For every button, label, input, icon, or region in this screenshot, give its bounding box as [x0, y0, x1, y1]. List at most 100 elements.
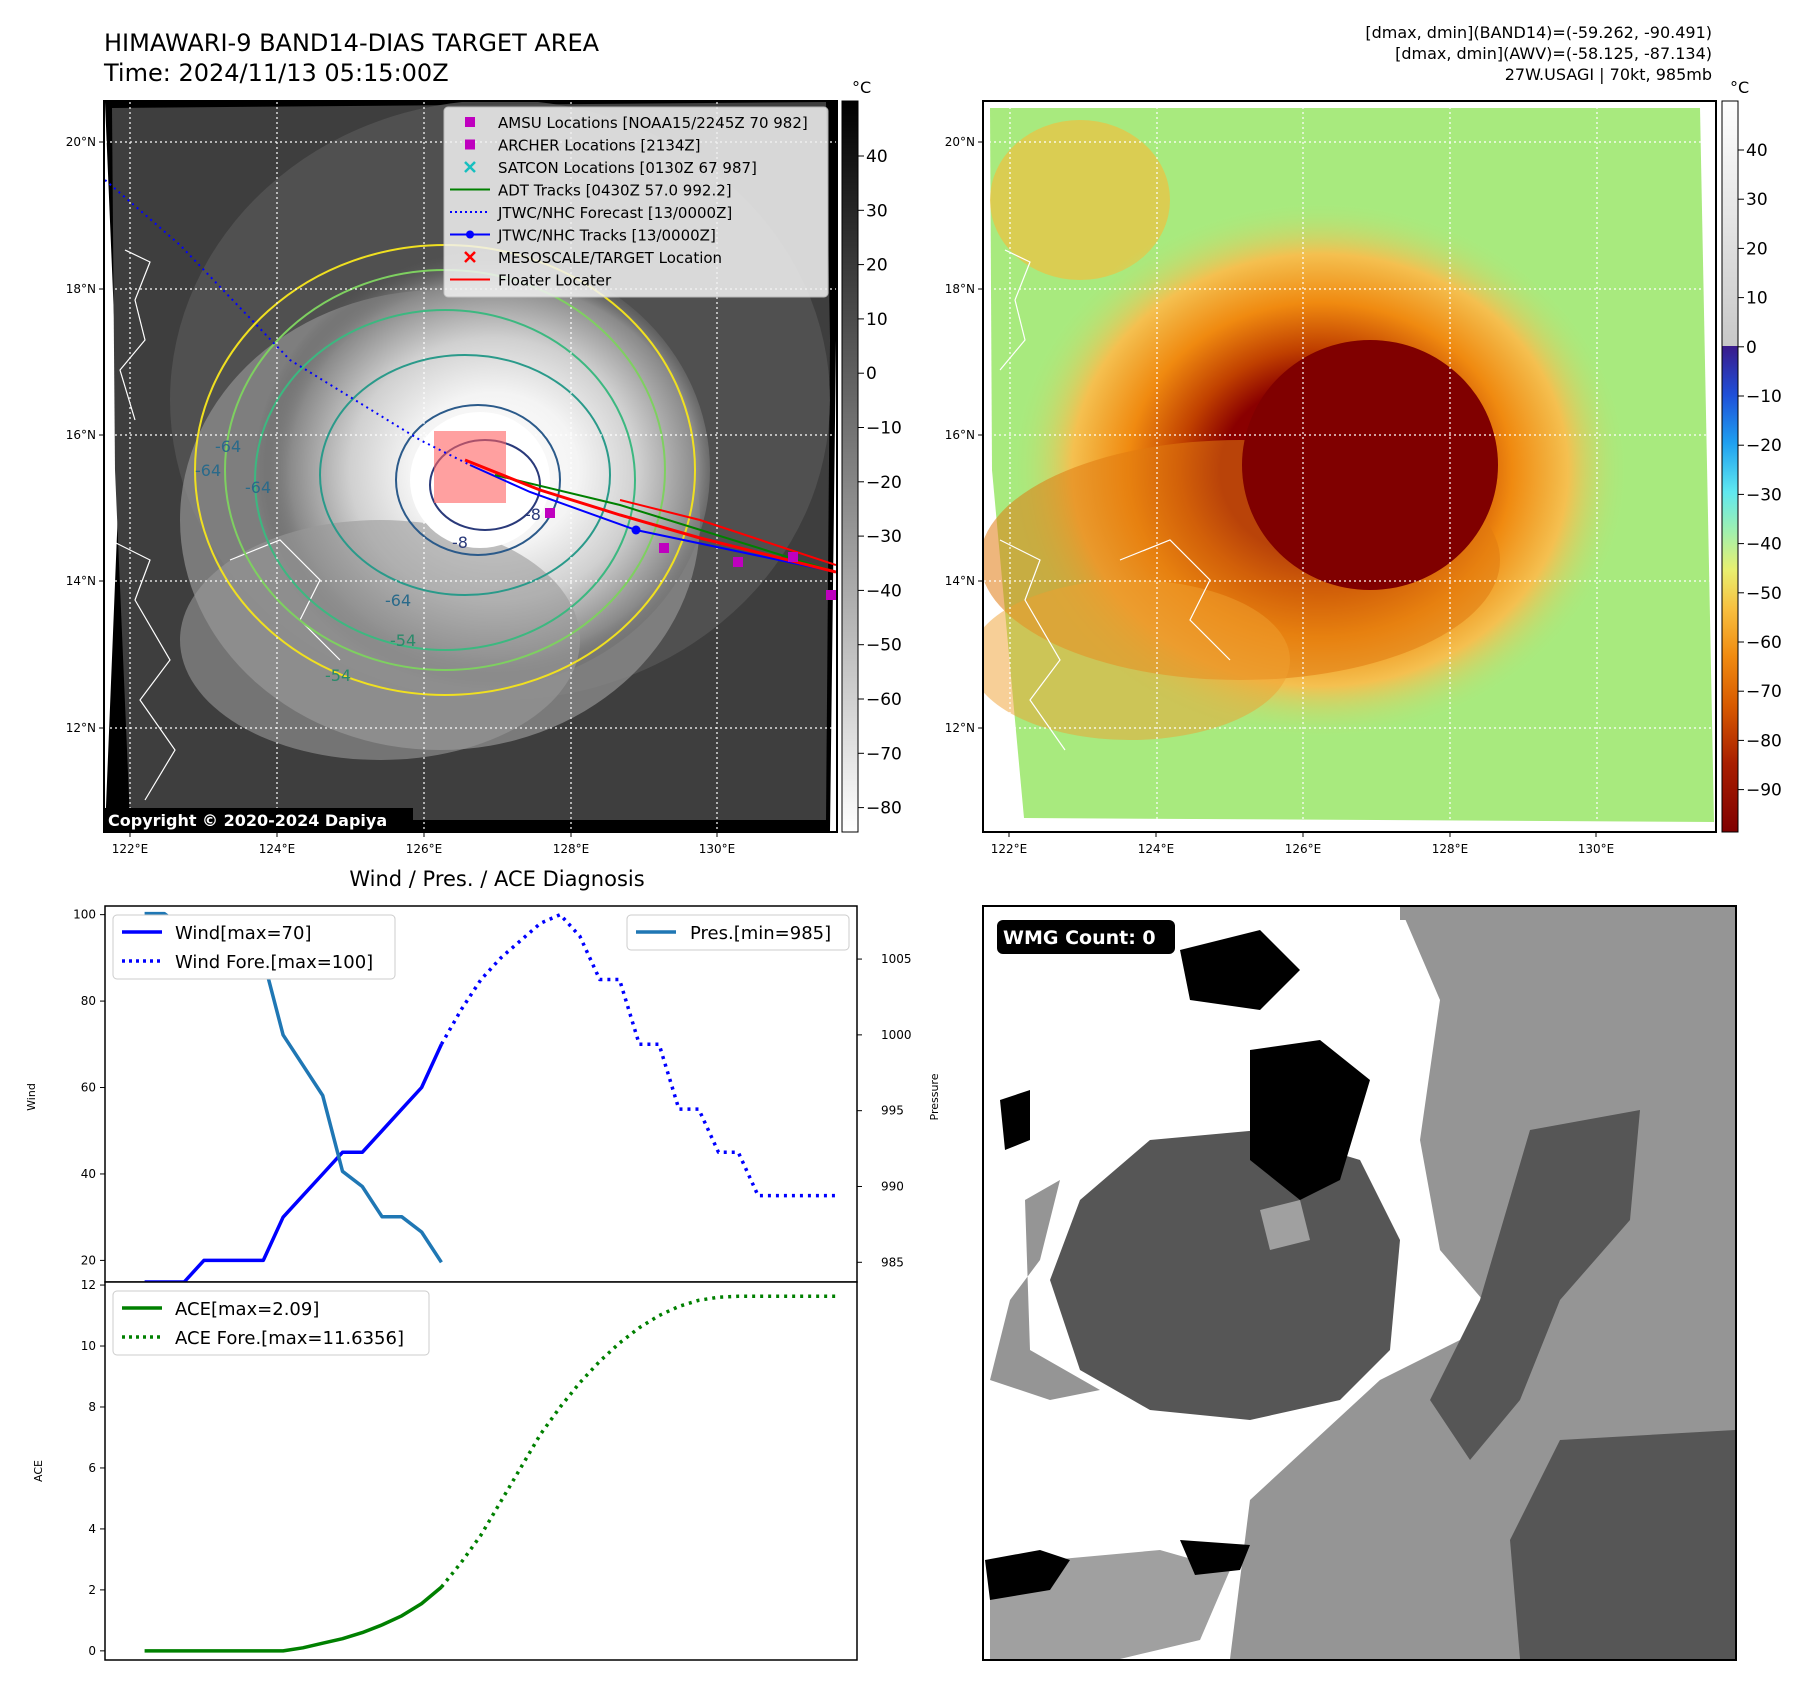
- colorbar-tick-label: 20: [866, 256, 888, 276]
- lon-tick-label: 126°E: [1285, 842, 1322, 856]
- legend-marker-square: [465, 139, 475, 150]
- copyright-text: Copyright © 2020-2024 Dapiya: [108, 811, 387, 830]
- colorbar-tick-label: −10: [866, 419, 902, 439]
- wind-legend: Wind[max=70] Wind Fore.[max=100]: [112, 914, 396, 980]
- colorbar-tick-label: −30: [1746, 485, 1782, 505]
- colorbar-tick-label: 0: [866, 364, 877, 384]
- colorbar-tick-label: 40: [1746, 141, 1768, 161]
- lon-tick-label: 128°E: [1432, 842, 1469, 856]
- lat-tick-label: 18°N: [945, 282, 975, 296]
- lon-tick-label: 124°E: [1138, 842, 1175, 856]
- legend-marker-x: [464, 251, 476, 263]
- ace-axis-label: ACE: [32, 1460, 45, 1482]
- legend-label: JTWC/NHC Tracks [13/0000Z]: [497, 227, 716, 245]
- info-line1: [dmax, dmin](BAND14)=(-59.262, -90.491): [1365, 23, 1712, 42]
- pressure-axis-label: Pressure: [928, 1073, 941, 1120]
- colorbar-tick-label: 30: [1746, 190, 1768, 210]
- legend-marker-square: [465, 117, 475, 127]
- figure-title-line1: HIMAWARI-9 BAND14-DIAS TARGET AREA: [104, 29, 600, 57]
- y-right-tick-label: 1005: [881, 952, 912, 966]
- floater-track: [464, 458, 836, 574]
- contour-label: -8: [525, 505, 541, 524]
- info-line2: [dmax, dmin](AWV)=(-58.125, -87.134): [1395, 44, 1712, 63]
- legend-label: AMSU Locations [NOAA15/2245Z 70 982]: [498, 114, 808, 132]
- copyright-box: [105, 808, 413, 831]
- colorbar-tick-label: −40: [1746, 535, 1782, 555]
- y-tick-label: 60: [81, 1081, 96, 1095]
- ir-axis-ticks: 122°E 124°E 126°E 128°E 130°E 20°N 18°N 16°N 14°…: [66, 135, 736, 856]
- lat-tick-label: 14°N: [66, 574, 96, 588]
- wind-axis-label: Wind: [25, 1083, 38, 1111]
- colorbar-tick-label: 40: [866, 147, 888, 167]
- enhanced-imagery: [984, 102, 1715, 831]
- contour-label: -64: [195, 461, 221, 480]
- lon-tick-label: 130°E: [699, 842, 736, 856]
- jtwc-track-point: [631, 525, 641, 535]
- legend-label-pressure: Pres.[min=985]: [690, 923, 831, 944]
- colorbar-tick-label: −80: [1746, 731, 1782, 751]
- contour-label: -64: [215, 437, 241, 456]
- colorbar-tick-label: −40: [866, 581, 902, 601]
- lon-tick-label: 122°E: [991, 842, 1028, 856]
- legend-label: SATCON Locations [0130Z 67 987]: [498, 159, 757, 177]
- ir-satellite-panel: -64 -64 -64 -64 -54 -54 -8 -8: [103, 100, 838, 833]
- colorbar-tick-label: −60: [866, 690, 902, 710]
- colorbar-tick-label: −90: [1746, 781, 1782, 801]
- lon-tick-label: 130°E: [1578, 842, 1615, 856]
- colorbar-tick-label: −80: [866, 799, 902, 819]
- colorbar-tick-label: −20: [1746, 436, 1782, 456]
- enhanced-axis-ticks: 122°E 124°E 126°E 128°E 130°E 20°N 18°N 16°N 14°…: [945, 135, 1615, 856]
- colorbar-unit-label: °C: [1730, 78, 1749, 97]
- colorbar-tick-label: −70: [1746, 682, 1782, 702]
- colorbar-tick-label: 0: [1746, 338, 1757, 358]
- enhanced-ir-panel: [982, 100, 1717, 833]
- wmg-panel: WMG Count: 0: [982, 905, 1737, 1661]
- forecast-track: [105, 179, 471, 466]
- y-tick-label: 6: [88, 1461, 96, 1475]
- floater-track: [619, 499, 836, 566]
- series-line-0: [144, 1585, 443, 1653]
- lat-tick-label: 18°N: [66, 282, 96, 296]
- y-tick-label: 80: [81, 994, 96, 1008]
- y-right-tick-label: 1000: [881, 1028, 912, 1042]
- lon-tick-label: 124°E: [259, 842, 296, 856]
- legend-label-ace: ACE[max=2.09]: [175, 1299, 319, 1320]
- wmg-count-badge: [997, 920, 1175, 954]
- lon-tick-label: 122°E: [112, 842, 149, 856]
- jtwc-track: [469, 464, 836, 573]
- lat-tick-label: 20°N: [945, 135, 975, 149]
- ir-legend: AMSU Locations [NOAA15/2245Z 70 982] ARCH…: [443, 106, 829, 298]
- contour-label: -8: [452, 533, 468, 552]
- colorbar-tick-label: −20: [866, 473, 902, 493]
- y-tick-label: 4: [88, 1522, 96, 1536]
- y-tick-label: 20: [81, 1253, 96, 1267]
- colorbar-tick-label: −50: [1746, 584, 1782, 604]
- enhanced-gridlines: [984, 102, 1715, 831]
- lat-tick-label: 20°N: [66, 135, 96, 149]
- ace-chart: ACE 0 2 4 6 8 10 12 ACE[max=2.09] ACE Fore.[ma…: [32, 1278, 858, 1661]
- figure-title-line2: Time: 2024/11/13 05:15:00Z: [103, 59, 449, 87]
- lon-tick-label: 126°E: [406, 842, 443, 856]
- legend-label-wind: Wind[max=70]: [175, 923, 312, 944]
- target-box: [434, 431, 506, 503]
- legend-label: ARCHER Locations [2134Z]: [498, 137, 701, 155]
- colorbar-tick-label: −30: [866, 527, 902, 547]
- chart-title: Wind / Pres. / ACE Diagnosis: [349, 867, 644, 891]
- y-tick-label: 12: [81, 1278, 96, 1292]
- lat-tick-label: 16°N: [945, 428, 975, 442]
- colorbar-tick-label: −10: [1746, 387, 1782, 407]
- colorbar-tick-label: 30: [866, 201, 888, 221]
- y-tick-label: 10: [81, 1339, 96, 1353]
- wmg-count-text: WMG Count: 0: [1003, 927, 1156, 949]
- contour-label: -64: [245, 478, 271, 497]
- legend-label: ADT Tracks [0430Z 57.0 992.2]: [498, 182, 732, 200]
- contour-label: -54: [325, 666, 351, 685]
- series-line-0: [144, 1043, 443, 1284]
- wind-pressure-chart: Wind / Pres. / ACE Diagnosis Wind Pressu…: [25, 867, 941, 1284]
- legend-marker-dot: [466, 230, 474, 239]
- y-tick-label: 0: [88, 1644, 96, 1658]
- legend-label: MESOSCALE/TARGET Location: [498, 249, 722, 267]
- series-line-1: [439, 912, 838, 1198]
- lat-tick-label: 12°N: [66, 721, 96, 735]
